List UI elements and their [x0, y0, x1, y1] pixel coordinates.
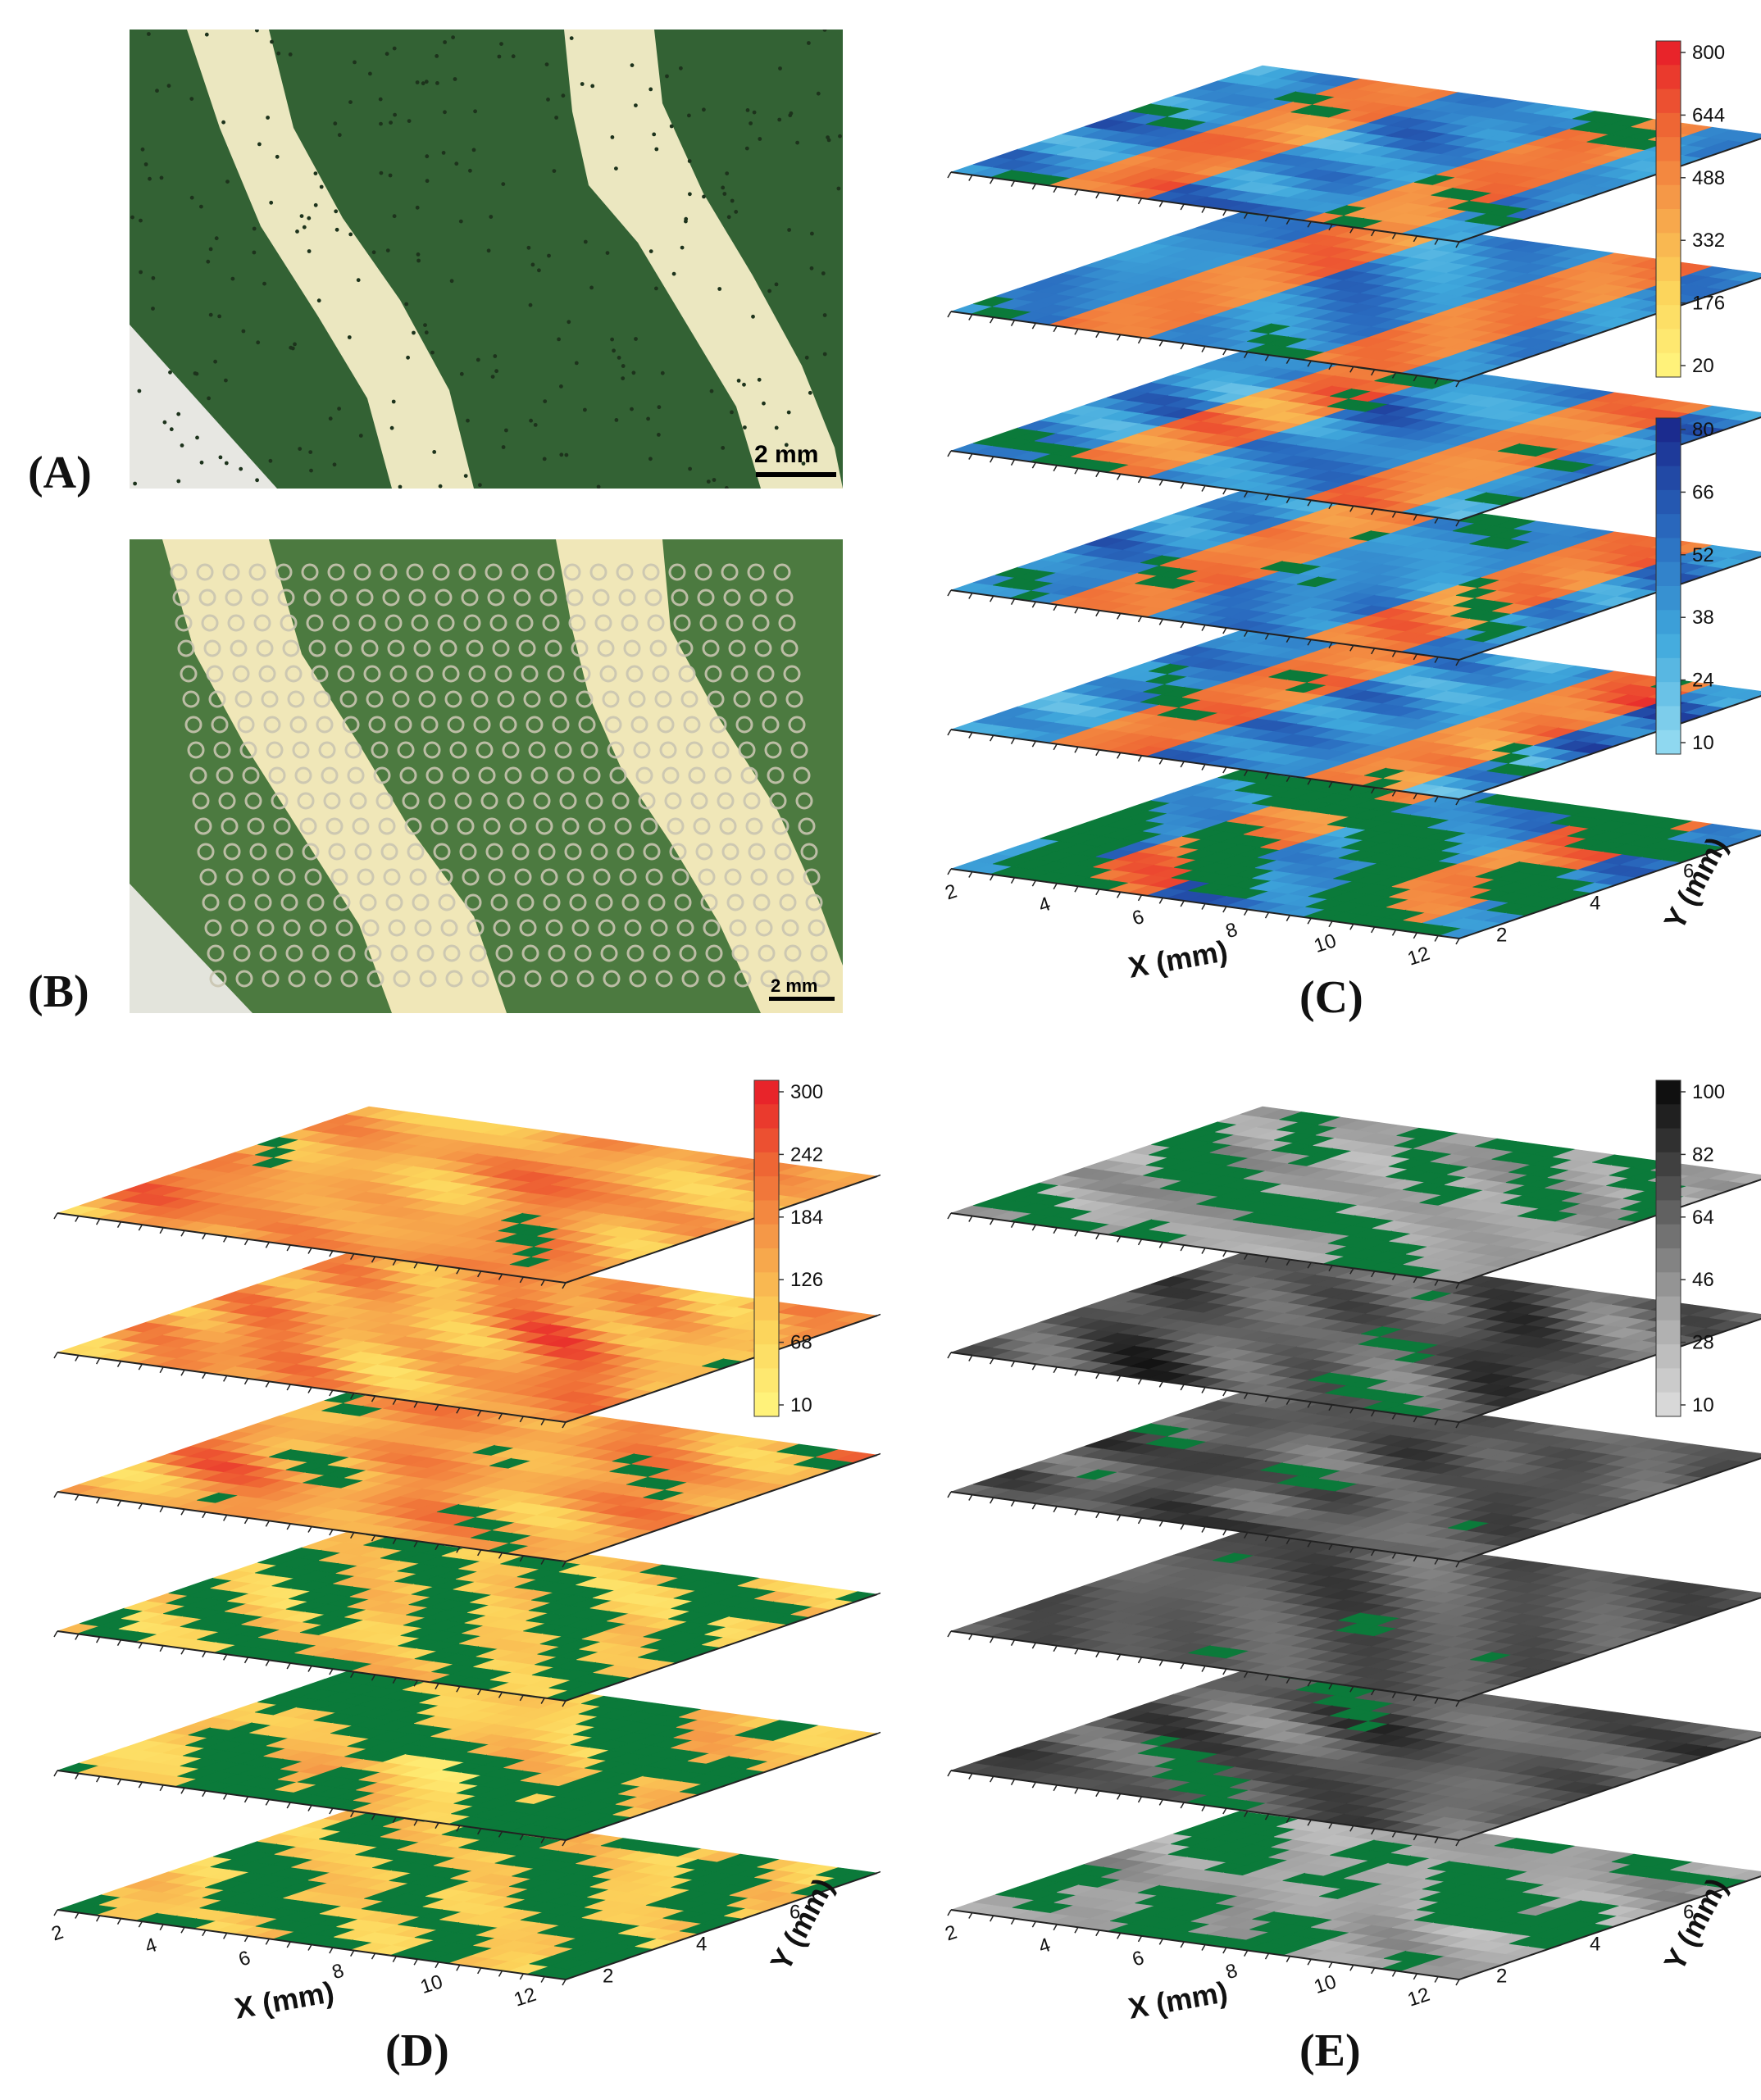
scale-bar-label-b: 2 mm — [771, 975, 818, 996]
x-tick-label: 12 — [512, 1984, 539, 2011]
x-tick-label: 12 — [1405, 943, 1433, 970]
panel-c-heatmap-stack: 246810122468X (mm)Y (mm)8006444883321762… — [943, 40, 1761, 984]
colorbar-tick-label: 10 — [1692, 1394, 1714, 1416]
colorbar-tick-label: 100 — [1692, 1081, 1725, 1103]
heatmap-layer-2 — [947, 622, 1761, 806]
colorbar-tick-label: 82 — [1692, 1143, 1714, 1166]
scale-bar-a — [756, 472, 836, 477]
layer-axis-ticks — [53, 1592, 880, 1707]
heatmap-layer-4 — [947, 1384, 1761, 1568]
layer-axis-ticks — [53, 1452, 880, 1568]
heatmap-layer-6 — [947, 1106, 1761, 1289]
heatmap-layer-4 — [947, 343, 1761, 527]
panel-label-d: (D) — [385, 2025, 449, 2076]
heatmap-layer-3 — [947, 1524, 1761, 1707]
x-axis-label: X (mm) — [232, 1975, 336, 2025]
colorbar: 80 66 52 38 24 10 — [1655, 417, 1714, 755]
layer-axis-ticks — [947, 1597, 1761, 1707]
panel-label-e: (E) — [1299, 2025, 1361, 2076]
y-tick-label: 4 — [1590, 1934, 1600, 1956]
heatmap-layer-2 — [53, 1663, 880, 1847]
x-tick-label: 10 — [418, 1970, 446, 1998]
x-tick-label: 4 — [143, 1934, 160, 1958]
heatmap-layer-1 — [947, 1802, 1761, 1986]
colorbar-tick-label: 644 — [1692, 104, 1725, 126]
y-tick-label: 2 — [1496, 925, 1507, 947]
colorbar-tick-label: 10 — [790, 1394, 812, 1416]
heatmap-layer-3 — [53, 1524, 880, 1707]
colorbar: 300 242 184 126 68 10 — [753, 1080, 823, 1417]
x-tick-label: 8 — [1223, 919, 1240, 943]
x-tick-label: 2 — [49, 1921, 66, 1946]
x-tick-label: 2 — [943, 1921, 960, 1946]
colorbar-tick-label: 24 — [1692, 670, 1714, 692]
y-tick-label: 2 — [603, 1966, 613, 1988]
x-tick-label: 4 — [1036, 893, 1053, 917]
x-tick-label: 12 — [1405, 1984, 1433, 2011]
colorbar-tick-label: 300 — [790, 1081, 823, 1103]
leaf-photo-a — [130, 30, 843, 489]
colorbar-tick-label: 10 — [1692, 732, 1714, 754]
colorbar: 100 82 64 46 28 10 — [1655, 1080, 1725, 1417]
x-tick-label: 6 — [1130, 1947, 1147, 1971]
y-tick-label: 6 — [1683, 1902, 1694, 1924]
colorbar-tick-label: 176 — [1692, 293, 1725, 315]
colorbar-tick-label: 184 — [790, 1207, 823, 1229]
layer-axis-ticks — [947, 1736, 1761, 1847]
colorbar-tick-label: 64 — [1692, 1207, 1714, 1229]
x-axis-label: X (mm) — [1126, 1975, 1230, 2025]
panel-label-c: (C) — [1299, 972, 1363, 1023]
panel-label-a: (A) — [28, 448, 92, 498]
x-tick-label: 6 — [236, 1947, 253, 1971]
panel-label-b: (B) — [28, 966, 89, 1017]
colorbar: 800 644 488 332 176 20 — [1655, 40, 1725, 378]
colorbar-tick-label: 52 — [1692, 544, 1714, 566]
colorbar-tick-label: 488 — [1692, 167, 1725, 189]
x-tick-label: 2 — [943, 880, 960, 905]
y-tick-label: 4 — [1590, 893, 1600, 915]
x-axis-label: X (mm) — [1126, 934, 1230, 984]
scale-bar-label-a: 2 mm — [754, 441, 819, 468]
heatmap-layer-5 — [947, 1245, 1761, 1429]
colorbar-tick-label: 242 — [790, 1143, 823, 1166]
heatmap-layer-5 — [947, 204, 1761, 388]
y-tick-label: 4 — [696, 1934, 707, 1956]
layer-axis-ticks — [947, 1875, 1761, 1986]
y-tick-label: 6 — [789, 1902, 800, 1924]
x-tick-label: 8 — [1223, 1960, 1240, 1984]
layer-axis-ticks — [53, 1731, 880, 1847]
colorbar-tick-label: 68 — [790, 1332, 812, 1354]
heatmap-layer-3 — [947, 483, 1761, 666]
colorbar-tick-label: 332 — [1692, 230, 1725, 252]
x-tick-label: 10 — [1312, 1970, 1340, 1998]
colorbar-tick-label: 66 — [1692, 481, 1714, 503]
y-tick-label: 6 — [1683, 861, 1694, 883]
heatmap-layer-2 — [947, 1663, 1761, 1847]
x-tick-label: 4 — [1036, 1934, 1053, 1958]
y-tick-label: 2 — [1496, 1966, 1507, 1988]
layer-axis-ticks — [53, 1870, 880, 1986]
leaf-photo-b — [130, 539, 843, 1013]
heatmap-layer-1 — [53, 1802, 880, 1986]
heatmap-layer-6 — [53, 1106, 880, 1289]
heatmap-layer-6 — [947, 65, 1761, 248]
colorbar-tick-label: 38 — [1692, 607, 1714, 629]
x-tick-label: 6 — [1130, 906, 1147, 930]
x-tick-label: 10 — [1312, 930, 1340, 957]
layer-axis-ticks — [947, 834, 1761, 945]
colorbar-tick-label: 800 — [1692, 42, 1725, 64]
colorbar-tick-label: 28 — [1692, 1332, 1714, 1354]
colorbar-tick-label: 46 — [1692, 1269, 1714, 1291]
colorbar-tick-label: 126 — [790, 1269, 823, 1291]
colorbar-tick-label: 80 — [1692, 419, 1714, 441]
scale-bar-b — [769, 997, 835, 1001]
colorbar-tick-label: 20 — [1692, 355, 1714, 377]
heatmap-layer-1 — [947, 761, 1761, 945]
layer-axis-ticks — [947, 1457, 1761, 1568]
x-tick-label: 8 — [330, 1960, 347, 1984]
